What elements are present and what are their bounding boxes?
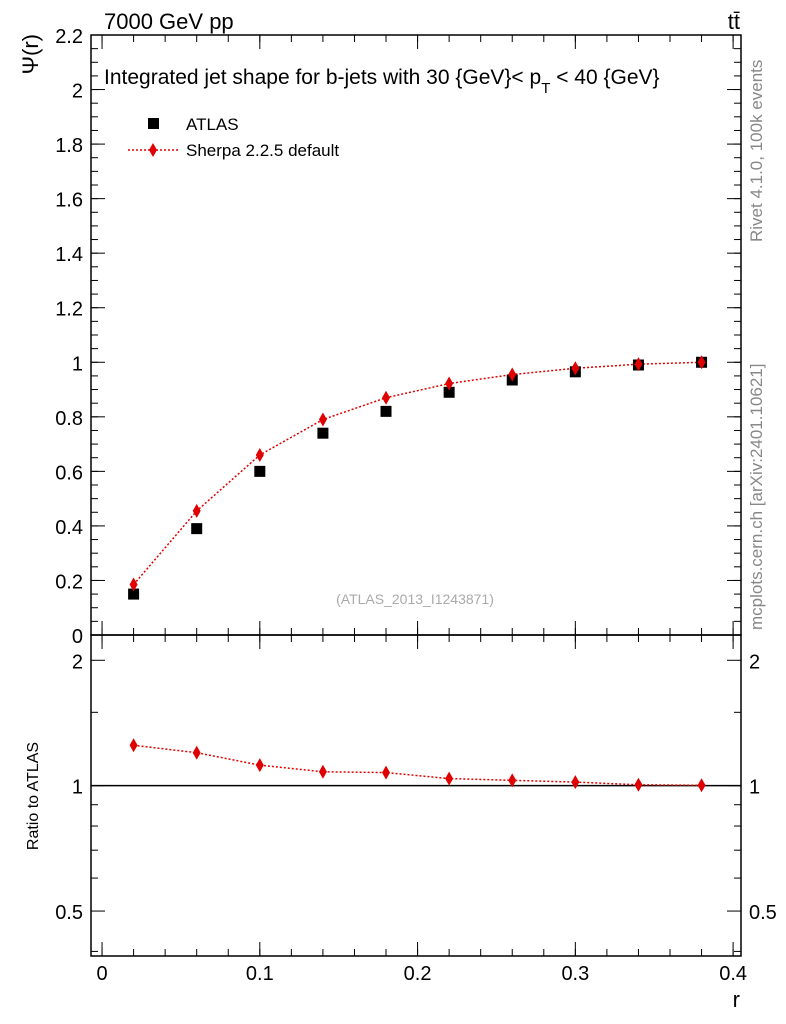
ratio-y-tick-label-right: 1: [749, 777, 760, 799]
x-tick-label: 0.3: [561, 963, 589, 985]
title-tail: < 40 {GeV}: [550, 66, 659, 89]
mcplots-source-label: mcplots.cern.ch [arXiv:2401.10621]: [747, 364, 766, 630]
sherpa-point: [697, 355, 706, 370]
main-y-tick-label: 0: [72, 626, 83, 648]
sherpa-point: [255, 448, 264, 462]
sherpa-point: [508, 367, 517, 382]
atlas-point: [254, 465, 266, 477]
legend: ATLAS Sherpa 2.2.5 default: [128, 115, 339, 160]
title-subscript: T: [541, 80, 550, 97]
legend-atlas-marker: [148, 118, 159, 129]
sherpa-point: [382, 390, 391, 405]
sherpa-point: [445, 376, 454, 391]
main-y-tick-label: 1.8: [55, 135, 83, 157]
atlas-point: [443, 386, 455, 398]
sherpa-point: [634, 357, 643, 372]
main-y-tick-label: 0.2: [55, 571, 83, 593]
main-y-tick-label: 1.4: [55, 244, 83, 266]
ratio-sherpa-point: [634, 777, 643, 792]
analysis-id: (ATLAS_2013_I1243871): [336, 591, 494, 607]
legend-sherpa-marker: [149, 143, 157, 157]
ratio-y-axis-label: Ratio to ATLAS: [25, 742, 42, 850]
sherpa-point: [192, 503, 201, 518]
main-axis-ticks: 0 0.2 0.4 0.6 0.8 1 1.2 1.4 1.6 1.8 2 2.2: [55, 26, 741, 956]
atlas-point: [128, 588, 140, 600]
ratio-sherpa-point: [192, 745, 201, 760]
x-tick-label: 0.4: [719, 963, 747, 985]
sherpa-point: [318, 412, 327, 427]
chart-title: Integrated jet shape for b-jets with 30 …: [104, 66, 660, 97]
process-label: tt̄: [728, 9, 740, 34]
ratio-plot-marks: [129, 738, 706, 793]
main-y-tick-label: 1.2: [55, 299, 83, 321]
main-y-tick-label: 0.8: [55, 408, 83, 430]
main-y-axis-label: Ψ(r): [18, 34, 43, 74]
ratio-y-tick-label-right: 0.5: [749, 902, 777, 924]
ratio-sherpa-point: [445, 771, 454, 786]
rivet-version-label: Rivet 4.1.0, 100k events: [747, 60, 766, 242]
sherpa-point: [129, 577, 138, 592]
ratio-sherpa-point: [318, 764, 327, 779]
x-axis-label: r: [733, 987, 740, 1012]
main-y-tick-label: 0.6: [55, 462, 83, 484]
atlas-point: [317, 427, 329, 439]
title-main: Integrated jet shape for b-jets with 30 …: [104, 66, 541, 89]
x-tick-label: 0.2: [404, 963, 432, 985]
ratio-y-tick-label-right: 2: [749, 651, 760, 673]
ratio-sherpa-point: [571, 775, 580, 790]
ratio-sherpa-point: [382, 765, 391, 780]
x-tick-label: 0: [96, 963, 107, 985]
main-plot-marks: [128, 355, 708, 600]
atlas-point: [191, 523, 203, 535]
main-y-tick-label: 1.6: [55, 190, 83, 212]
ratio-axis-ticks: 0 0.1 0.2 0.3 0.4 0.5 0.5 1 1 2 2: [55, 651, 777, 985]
main-y-tick-label: 0.4: [55, 517, 83, 539]
ratio-sherpa-point: [255, 758, 264, 773]
main-y-tick-label: 2.2: [55, 26, 83, 48]
x-tick-label: 0.1: [246, 963, 274, 985]
atlas-point: [380, 405, 392, 417]
energy-label: 7000 GeV pp: [104, 9, 234, 34]
main-y-tick-label: 1: [72, 353, 83, 375]
legend-atlas-label: ATLAS: [186, 115, 239, 134]
legend-sherpa-label: Sherpa 2.2.5 default: [186, 141, 339, 160]
ratio-sherpa-point: [508, 773, 517, 788]
ratio-y-tick-label: 1: [72, 777, 83, 799]
main-y-tick-label: 2: [72, 81, 83, 103]
ratio-sherpa-line: [133, 744, 702, 787]
ratio-sherpa-point: [697, 778, 706, 793]
ratio-y-tick-label: 2: [72, 651, 83, 673]
sherpa-point: [571, 361, 580, 376]
sherpa-line: [133, 361, 702, 586]
ratio-y-tick-label: 0.5: [55, 902, 83, 924]
ratio-sherpa-point: [129, 738, 138, 753]
ratio-plot-frame: [90, 634, 742, 957]
